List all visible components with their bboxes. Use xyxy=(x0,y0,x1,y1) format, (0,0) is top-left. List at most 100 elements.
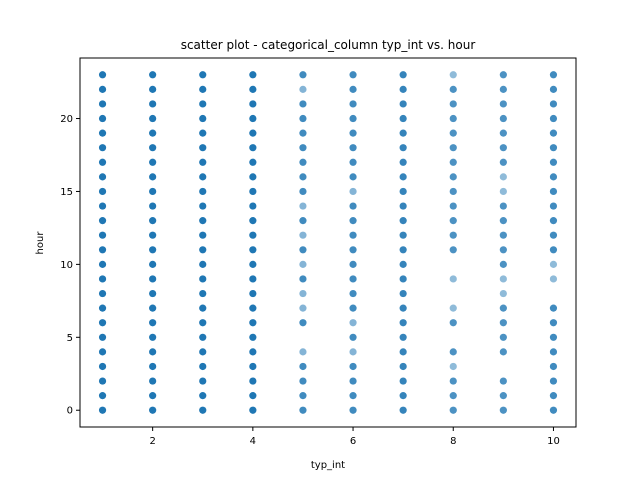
data-point xyxy=(98,114,107,123)
data-point xyxy=(249,348,257,356)
data-point xyxy=(549,231,558,239)
data-point xyxy=(149,231,157,239)
data-point xyxy=(149,348,157,356)
y-tick-label: 10 xyxy=(60,260,73,271)
y-axis-label: hour xyxy=(35,231,46,255)
data-point xyxy=(399,231,407,239)
data-point xyxy=(449,158,457,166)
data-point xyxy=(98,173,107,181)
data-point xyxy=(549,217,558,225)
data-point xyxy=(199,275,207,283)
x-axis: 2 4 6 8 10 xyxy=(149,427,560,447)
data-point xyxy=(549,304,558,312)
data-point xyxy=(349,289,357,298)
data-point xyxy=(249,246,257,254)
plot-area xyxy=(98,71,558,414)
data-point xyxy=(249,260,257,268)
data-point xyxy=(399,217,407,225)
data-point xyxy=(349,173,357,181)
data-point xyxy=(499,71,507,79)
data-point xyxy=(549,362,558,371)
data-point xyxy=(199,406,207,414)
data-point xyxy=(249,202,257,210)
data-point xyxy=(249,377,257,385)
data-point xyxy=(98,392,107,400)
data-point xyxy=(499,333,507,341)
data-point xyxy=(98,289,107,298)
data-point xyxy=(499,392,507,400)
x-tick-label: 10 xyxy=(547,436,560,447)
data-point xyxy=(149,304,157,312)
data-point xyxy=(299,85,307,93)
data-point xyxy=(349,85,357,93)
y-axis: 0 5 10 15 20 xyxy=(60,114,80,417)
data-point xyxy=(499,114,507,123)
data-point xyxy=(449,217,457,225)
data-point xyxy=(499,246,507,254)
data-point xyxy=(399,187,407,196)
data-point xyxy=(349,392,357,400)
data-point xyxy=(249,187,257,196)
data-point xyxy=(98,100,107,108)
data-point xyxy=(98,348,107,356)
data-point xyxy=(149,333,157,341)
data-point xyxy=(98,85,107,93)
data-point xyxy=(499,85,507,93)
data-point xyxy=(149,114,157,123)
data-point xyxy=(549,319,558,327)
data-point xyxy=(149,71,157,79)
data-point xyxy=(98,202,107,210)
data-point xyxy=(449,377,457,385)
data-point xyxy=(249,275,257,283)
data-point xyxy=(499,406,507,414)
data-point xyxy=(449,202,457,210)
data-point xyxy=(149,406,157,414)
data-point xyxy=(449,304,457,312)
data-point xyxy=(399,114,407,123)
data-point xyxy=(449,71,457,79)
data-point xyxy=(299,289,307,298)
data-point xyxy=(249,71,257,79)
data-point xyxy=(399,260,407,268)
data-point xyxy=(399,246,407,254)
y-tick-label: 5 xyxy=(67,333,73,344)
data-point xyxy=(349,100,357,108)
data-point xyxy=(349,319,357,327)
data-point xyxy=(299,362,307,371)
data-point xyxy=(549,114,558,123)
data-point xyxy=(299,377,307,385)
data-point xyxy=(449,231,457,239)
data-point xyxy=(98,319,107,327)
data-point xyxy=(149,144,157,152)
data-point xyxy=(299,173,307,181)
data-point xyxy=(399,392,407,400)
data-point xyxy=(199,362,207,371)
data-point xyxy=(449,348,457,356)
data-point xyxy=(449,100,457,108)
data-point xyxy=(249,129,257,137)
data-point xyxy=(199,333,207,341)
data-point xyxy=(149,173,157,181)
data-point xyxy=(199,304,207,312)
data-point xyxy=(499,100,507,108)
data-point xyxy=(449,144,457,152)
data-point xyxy=(499,319,507,327)
data-point xyxy=(149,217,157,225)
data-point xyxy=(299,158,307,166)
x-tick-label: 2 xyxy=(149,436,155,447)
data-point xyxy=(549,187,558,196)
data-point xyxy=(449,362,457,371)
data-point xyxy=(98,275,107,283)
data-point xyxy=(249,158,257,166)
data-point xyxy=(349,129,357,137)
data-point xyxy=(399,362,407,371)
data-point xyxy=(399,100,407,108)
data-point xyxy=(249,289,257,298)
data-point xyxy=(249,333,257,341)
data-point xyxy=(549,377,558,385)
data-point xyxy=(499,217,507,225)
data-point xyxy=(499,348,507,356)
data-point xyxy=(449,187,457,196)
data-point xyxy=(349,377,357,385)
data-point xyxy=(98,217,107,225)
